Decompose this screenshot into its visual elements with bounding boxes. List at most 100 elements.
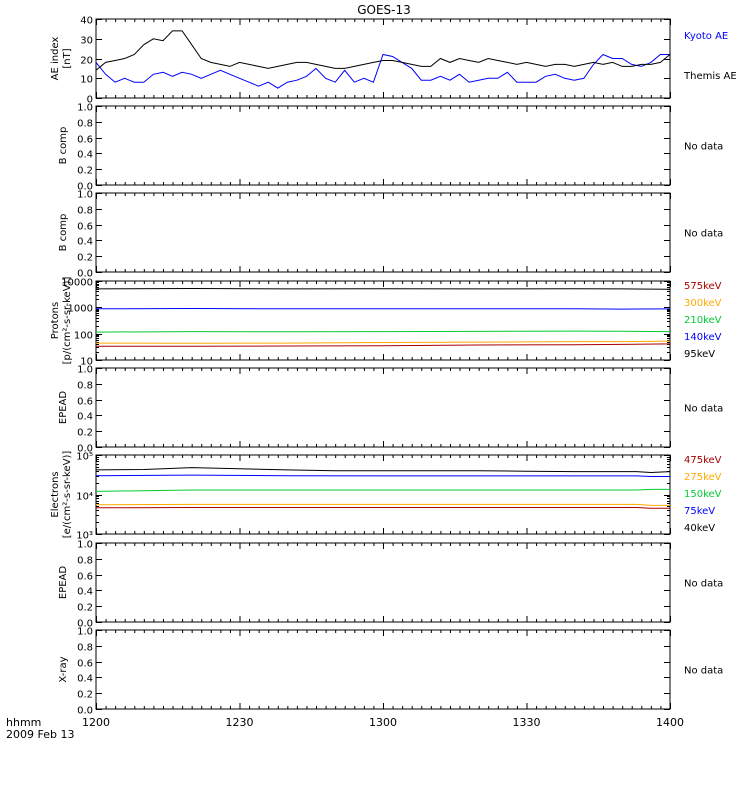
y-tick-label: 0.2 [77, 166, 93, 177]
y-axis-label-line: [p/(cm²-s-sr-keV)] [62, 277, 73, 365]
y-axis-label-line: X-ray [58, 656, 69, 682]
y-tick-label: 0.0 [77, 269, 93, 280]
y-tick-label: 20 [80, 56, 93, 67]
series-line-475kev [95, 507, 670, 509]
legend-entry: Themis AE [683, 71, 737, 82]
legend-entry: 140keV [684, 332, 722, 343]
y-tick-label: 0.6 [77, 572, 93, 583]
y-tick-label: 0.4 [77, 674, 93, 685]
no-data-label: No data [684, 579, 723, 590]
y-tick-label: 30 [80, 36, 93, 47]
y-axis-label-line: EPEAD [58, 566, 69, 600]
y-tick-label: 10 [80, 75, 93, 86]
plot-frame [95, 105, 671, 186]
y-tick-label: 0.6 [77, 659, 93, 670]
series-line-140kev [95, 307, 671, 310]
panel-electrons: 10³ 10⁴ 10⁵ Electrons [e/(cm²-s-sr-keV)] 475k… [50, 451, 722, 542]
y-tick-label: 0.8 [77, 206, 93, 217]
plot-frame [95, 454, 671, 535]
no-data-label: No data [684, 229, 723, 240]
y-axis-label-line: B comp [58, 214, 69, 252]
y-tick-label: 1000 [68, 304, 93, 315]
time-axis: 1200 1230 1300 1330 1400 [82, 716, 684, 729]
y-tick-label: 0.6 [77, 135, 93, 146]
panel-epead2: 0.0 0.2 0.4 0.6 0.8 1.0 EPEAD No data [58, 540, 723, 630]
y-tick-label: 1.0 [77, 190, 93, 201]
time-tick-label: 1230 [226, 716, 254, 729]
time-unit-label: hhmm [6, 716, 41, 729]
y-tick-label: 10⁵ [76, 452, 93, 463]
legend-entry: 575keV [684, 281, 722, 292]
series-line-150kev [95, 488, 670, 492]
y-tick-label: 0.6 [77, 222, 93, 233]
no-data-label: No data [684, 404, 723, 415]
panel-b1: 0.0 0.2 0.4 0.6 0.8 1.0 B comp No data [58, 103, 723, 193]
series-line-kyoto-ae [95, 53, 670, 89]
y-tick-label: 0.8 [77, 556, 93, 567]
time-tick-label: 1330 [513, 716, 541, 729]
time-tick-label: 1200 [82, 716, 110, 729]
panel-epead1: 0.0 0.2 0.4 0.6 0.8 1.0 EPEAD No data [58, 365, 723, 455]
y-tick-label: 0.2 [77, 690, 93, 701]
panel-protons: 10 100 1000 10000 Protons [p/(cm²-s-sr-keV)] 5… [50, 277, 722, 368]
no-data-label: No data [684, 666, 723, 677]
y-tick-label: 0 [87, 95, 93, 106]
series-line-95kev [95, 287, 671, 290]
y-tick-label: 0.6 [77, 397, 93, 408]
y-tick-label: 0.2 [77, 603, 93, 614]
series-line-40kev [95, 467, 671, 474]
y-axis-label-line: EPEAD [58, 391, 69, 425]
plot-frame [95, 542, 671, 623]
y-tick-label: 0.2 [77, 253, 93, 264]
panels: 0 10 20 30 40 AE index [nT] Kyoto AE Themis AE 0.… [50, 16, 737, 717]
legend-entry: 95keV [684, 349, 715, 360]
y-tick-label: 0.0 [77, 619, 93, 630]
y-tick-label: 0.8 [77, 381, 93, 392]
y-tick-label: 10⁴ [76, 492, 93, 503]
plot-frame [95, 280, 671, 361]
legend-entry: Kyoto AE [684, 31, 728, 42]
y-tick-label: 0.0 [77, 182, 93, 193]
legend-entry: 300keV [684, 298, 722, 309]
y-axis-label-line: Protons [50, 302, 61, 339]
y-tick-label: 1.0 [77, 540, 93, 551]
plot-frame [95, 367, 671, 448]
y-axis-label-line: [e/(cm²-s-sr-keV)] [62, 451, 73, 539]
time-tick-label: 1400 [656, 716, 684, 729]
legend-entry: 150keV [684, 489, 722, 500]
legend-entry: 210keV [684, 315, 722, 326]
y-tick-label: 0.8 [77, 643, 93, 654]
y-tick-label: 0.4 [77, 237, 93, 248]
y-tick-label: 1.0 [77, 103, 93, 114]
legend-entry: 40keV [684, 523, 715, 534]
y-tick-label: 40 [80, 16, 93, 27]
y-axis-label-line: Electrons [50, 471, 61, 517]
series-line-75kev [95, 474, 670, 477]
y-tick-label: 0.0 [77, 706, 93, 717]
y-tick-label: 1.0 [77, 365, 93, 376]
y-tick-label: 100 [74, 331, 93, 342]
y-tick-label: 0.4 [77, 587, 93, 598]
figure-title: GOES-13 [357, 3, 411, 17]
y-tick-label: 10³ [76, 531, 93, 542]
series-line-575kev [96, 343, 671, 347]
legend-entry: 75keV [684, 506, 715, 517]
series-line-210kev [95, 330, 671, 333]
y-axis-label-line: [nT] [62, 48, 73, 68]
series-line-300kev [95, 340, 671, 344]
plot-frame [95, 192, 671, 273]
y-tick-label: 0.4 [77, 412, 93, 423]
legend-entry: 475keV [684, 455, 722, 466]
plot-frame [95, 629, 671, 710]
no-data-label: No data [684, 142, 723, 153]
panel-ae: 0 10 20 30 40 AE index [nT] Kyoto AE Themis AE [50, 16, 737, 106]
y-tick-label: 1.0 [77, 627, 93, 638]
panel-xray: 0.0 0.2 0.4 0.6 0.8 1.0 X-ray No data [58, 627, 723, 717]
date-label: 2009 Feb 13 [6, 728, 74, 741]
y-tick-label: 0.2 [77, 428, 93, 439]
y-tick-label: 10 [80, 357, 93, 368]
series-line-themis-ae [95, 30, 671, 71]
y-axis-label-line: B comp [58, 127, 69, 165]
y-axis-label-line: AE index [50, 37, 61, 81]
